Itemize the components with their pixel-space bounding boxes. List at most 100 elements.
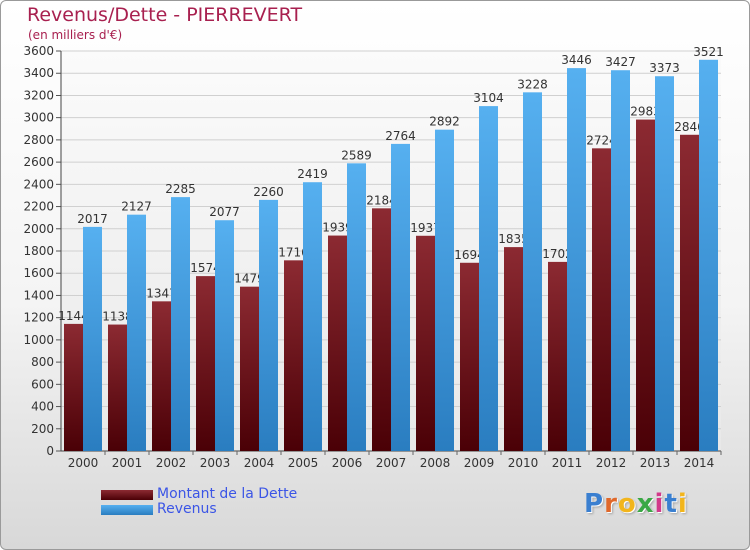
bar-revenus: [303, 182, 322, 451]
bar-revenus: [259, 199, 278, 451]
data-label-dette: 1937: [410, 221, 441, 235]
data-label-dette: 1716: [278, 245, 309, 259]
bar-revenus: [127, 214, 146, 451]
bar-revenus: [83, 226, 102, 451]
bar-revenus: [655, 76, 674, 451]
bar-dette: [548, 261, 567, 451]
x-tick-label: 2013: [640, 456, 671, 470]
y-tick-label: 1800: [23, 244, 54, 258]
data-label-revenus: 3373: [649, 61, 680, 75]
data-label-dette: 2184: [366, 193, 397, 207]
data-label-revenus: 3446: [561, 53, 592, 67]
x-tick-label: 2003: [200, 456, 231, 470]
bar-revenus: [567, 68, 586, 451]
y-tick-label: 1600: [23, 266, 54, 280]
data-label-dette: 1702: [542, 247, 573, 261]
bar-revenus: [699, 59, 718, 452]
data-label-revenus: 3228: [517, 77, 548, 91]
x-tick-label: 2000: [68, 456, 99, 470]
data-label-dette: 1694: [454, 248, 485, 262]
data-label-revenus: 2892: [429, 115, 460, 129]
chart-subtitle: (en milliers d'€): [28, 28, 123, 42]
y-tick-label: 400: [31, 400, 54, 414]
y-tick-label: 800: [31, 355, 54, 369]
x-tick-label: 2006: [332, 456, 363, 470]
data-label-revenus: 2589: [341, 148, 372, 162]
y-tick-label: 2200: [23, 200, 54, 214]
bar-revenus: [523, 92, 542, 451]
legend-swatch-dette: [101, 490, 153, 500]
y-tick-label: 1000: [23, 333, 54, 347]
bar-dette: [636, 119, 655, 452]
x-tick-label: 2012: [596, 456, 627, 470]
y-tick-label: 3600: [23, 44, 54, 58]
y-tick-label: 1200: [23, 311, 54, 325]
data-label-dette: 1574: [190, 261, 221, 275]
data-label-revenus: 2260: [253, 185, 284, 199]
data-label-dette: 1144: [58, 309, 89, 323]
data-label-revenus: 3104: [473, 91, 504, 105]
y-tick-label: 1400: [23, 288, 54, 302]
legend-label-revenus: Revenus: [157, 501, 217, 517]
data-label-dette: 1939: [322, 221, 353, 235]
bar-revenus: [435, 129, 454, 451]
bar-dette: [372, 208, 391, 451]
y-tick-label: 3400: [23, 66, 54, 80]
legend-swatch-revenus: [101, 505, 153, 515]
y-tick-label: 2400: [23, 177, 54, 191]
x-tick-label: 2007: [376, 456, 407, 470]
y-tick-label: 200: [31, 422, 54, 436]
bar-dette: [284, 260, 303, 451]
data-label-dette: 2983: [630, 105, 661, 119]
bar-revenus: [347, 163, 366, 452]
data-label-revenus: 2285: [165, 182, 196, 196]
bar-dette: [240, 286, 259, 451]
x-tick-label: 2002: [156, 456, 187, 470]
bar-dette: [196, 276, 215, 451]
bar-dette: [504, 247, 523, 451]
data-label-dette: 1138: [102, 310, 133, 324]
bar-dette: [416, 235, 435, 451]
x-tick-label: 2009: [464, 456, 495, 470]
x-tick-label: 2008: [420, 456, 451, 470]
bar-dette: [108, 324, 127, 451]
y-tick-label: 0: [46, 444, 54, 458]
proxiti-logo: Proxiti: [584, 489, 688, 519]
data-label-dette: 1835: [498, 232, 529, 246]
data-label-revenus: 2127: [121, 200, 152, 214]
x-tick-label: 2014: [684, 456, 715, 470]
chart-title: Revenus/Dette - PIERREVERT: [27, 4, 303, 26]
y-tick-label: 3000: [23, 111, 54, 125]
bar-dette: [64, 323, 83, 451]
x-tick-label: 2011: [552, 456, 583, 470]
bar-revenus: [391, 143, 410, 451]
y-tick-label: 2600: [23, 155, 54, 169]
x-tick-label: 2005: [288, 456, 319, 470]
bar-dette: [460, 262, 479, 451]
y-tick-label: 600: [31, 377, 54, 391]
x-tick-label: 2004: [244, 456, 275, 470]
data-label-revenus: 2077: [209, 205, 240, 219]
x-tick-label: 2001: [112, 456, 143, 470]
bar-revenus: [479, 106, 498, 451]
data-label-dette: 1479: [234, 272, 265, 286]
data-label-revenus: 3521: [693, 45, 724, 59]
bar-dette: [152, 301, 171, 451]
bar-revenus: [215, 220, 234, 451]
data-label-dette: 2724: [586, 133, 617, 147]
data-label-revenus: 3427: [605, 55, 636, 69]
y-tick-label: 3200: [23, 88, 54, 102]
data-label-dette: 2846: [674, 120, 705, 134]
data-label-revenus: 2017: [77, 212, 108, 226]
y-tick-label: 2000: [23, 222, 54, 236]
bar-dette: [328, 235, 347, 451]
bar-dette: [592, 148, 611, 452]
data-label-revenus: 2764: [385, 129, 416, 143]
x-tick-label: 2010: [508, 456, 539, 470]
legend-label-dette: Montant de la Dette: [157, 486, 298, 502]
data-label-dette: 1347: [146, 286, 177, 300]
bar-revenus: [171, 197, 190, 451]
data-label-revenus: 2419: [297, 167, 328, 181]
